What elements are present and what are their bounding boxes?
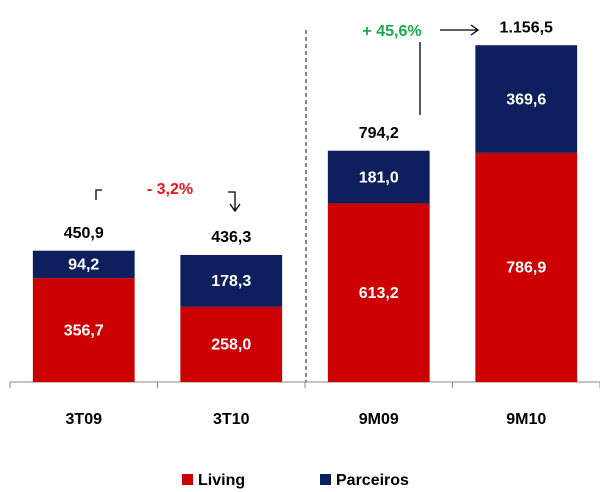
arrow <box>440 24 480 36</box>
total-label: 1.156,5 <box>500 19 553 36</box>
legend-label: Parceiros <box>336 472 409 489</box>
x-tick-label: 3T09 <box>66 411 103 428</box>
legend-swatch <box>182 474 193 485</box>
bracket <box>95 189 102 200</box>
bar-segment <box>475 152 578 382</box>
arrow <box>228 191 241 213</box>
x-tick-label: 3T10 <box>213 411 250 428</box>
value-label: 356,7 <box>64 322 104 339</box>
legend-swatch <box>320 474 331 485</box>
value-label: 258,0 <box>211 337 251 354</box>
annotation: + 45,6% <box>362 23 421 40</box>
x-tick-label: 9M10 <box>506 411 546 428</box>
bar-segment <box>327 203 430 382</box>
value-label: 181,0 <box>359 169 399 186</box>
total-label: 794,2 <box>359 125 399 142</box>
annotation: - 3,2% <box>147 181 193 198</box>
x-tick-label: 9M09 <box>359 411 399 428</box>
value-label: 178,3 <box>211 273 251 290</box>
bar-segment <box>475 45 578 153</box>
bar-segment <box>32 278 135 382</box>
total-label: 436,3 <box>211 229 251 246</box>
bar-segment <box>32 250 135 279</box>
bar-segment <box>327 150 430 204</box>
value-label: 369,6 <box>506 91 546 108</box>
legend-label: Living <box>198 472 245 489</box>
bar-segment <box>180 306 283 382</box>
value-label: 613,2 <box>359 285 399 302</box>
total-label: 450,9 <box>64 225 104 242</box>
value-label: 94,2 <box>68 257 99 274</box>
bar-segment <box>180 254 283 307</box>
value-label: 786,9 <box>506 260 546 277</box>
